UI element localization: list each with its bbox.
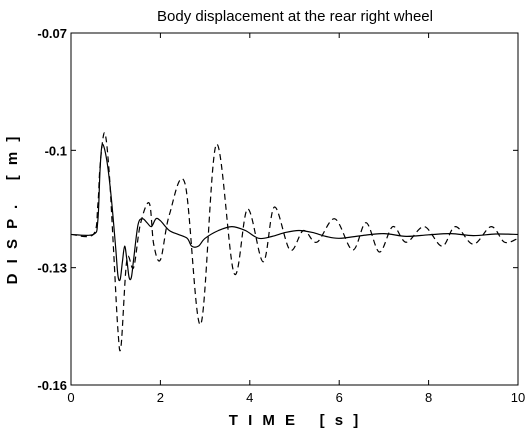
chart-title: Body displacement at the rear right whee… bbox=[157, 8, 433, 25]
x-tick-label: 6 bbox=[336, 390, 343, 405]
y-tick-label: -0.1 bbox=[45, 143, 67, 158]
y-tick-label: -0.13 bbox=[37, 261, 67, 276]
x-axis: 0 2 4 6 8 10 bbox=[67, 33, 525, 405]
x-tick-label: 10 bbox=[511, 390, 525, 405]
x-tick-label: 2 bbox=[157, 390, 164, 405]
x-tick-label: 8 bbox=[425, 390, 432, 405]
x-tick-label: 0 bbox=[67, 390, 74, 405]
y-tick-label: -0.07 bbox=[37, 26, 67, 41]
y-axis-label: D I S P . [ m ] bbox=[4, 134, 21, 285]
series-line-solid bbox=[70, 143, 519, 282]
y-tick-label: -0.16 bbox=[37, 378, 67, 393]
series-line-dashed bbox=[70, 132, 519, 352]
x-tick-label: 4 bbox=[246, 390, 253, 405]
series-lines bbox=[70, 132, 519, 352]
x-axis-label: T I M E [ s ] bbox=[229, 412, 362, 429]
plot-area bbox=[70, 32, 519, 386]
y-axis: -0.07 -0.1 -0.13 -0.16 bbox=[37, 26, 518, 393]
